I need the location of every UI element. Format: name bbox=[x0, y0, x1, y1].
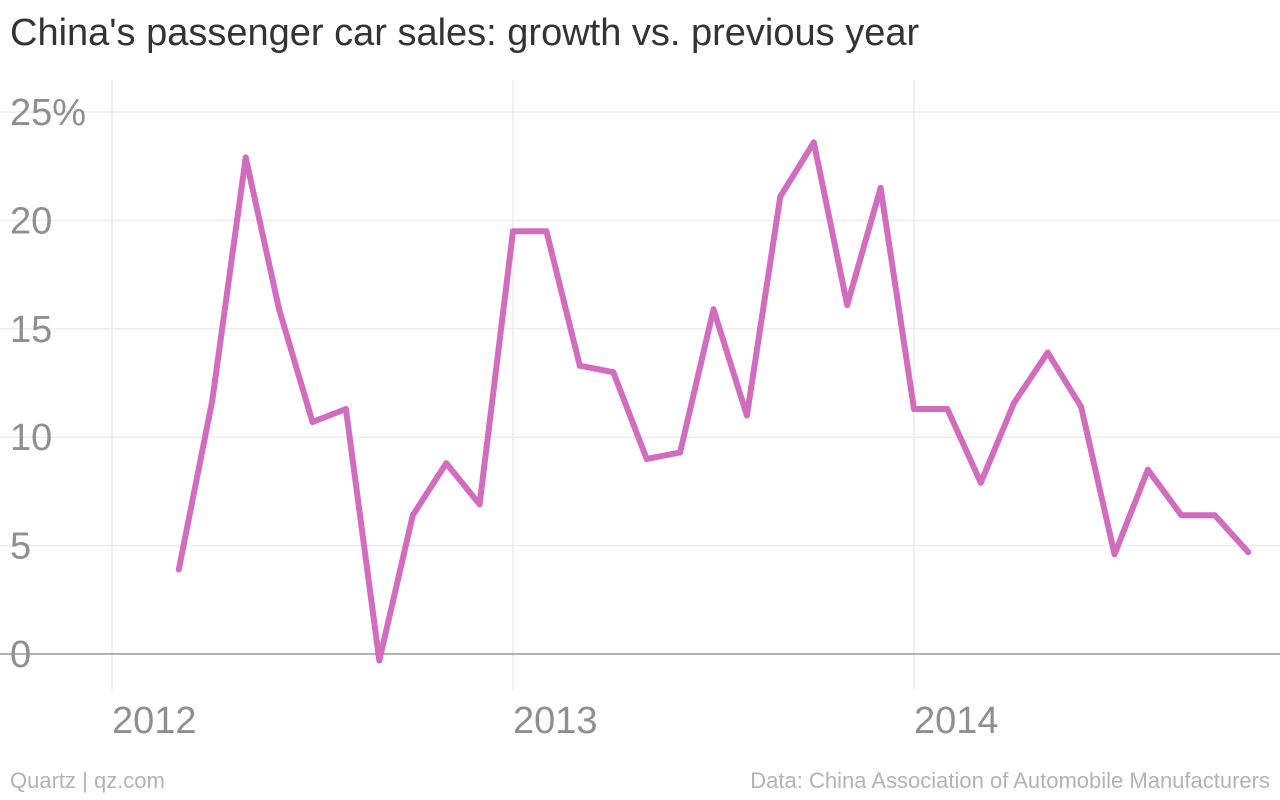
data-point bbox=[175, 566, 182, 573]
data-point bbox=[610, 369, 617, 376]
data-point bbox=[443, 460, 450, 467]
data-point bbox=[710, 306, 717, 313]
data-point bbox=[1078, 403, 1085, 410]
data-point bbox=[376, 657, 383, 664]
grid-lines bbox=[0, 80, 1280, 690]
data-point bbox=[677, 449, 684, 456]
data-point bbox=[810, 139, 817, 146]
y-tick-label: 0 bbox=[10, 634, 31, 676]
series-layer bbox=[175, 139, 1252, 664]
data-point bbox=[242, 154, 249, 161]
x-tick-label: 2014 bbox=[914, 700, 999, 742]
x-tick-label: 2013 bbox=[513, 700, 598, 742]
data-point bbox=[1011, 399, 1018, 406]
data-point bbox=[543, 228, 550, 235]
data-point bbox=[1178, 512, 1185, 519]
data-point bbox=[309, 419, 316, 425]
data-point bbox=[844, 302, 851, 308]
data-point bbox=[276, 306, 283, 313]
data-point bbox=[1245, 549, 1252, 556]
x-tick-label: 2012 bbox=[112, 700, 197, 742]
data-point bbox=[576, 362, 583, 369]
data-point bbox=[1111, 551, 1118, 558]
y-tick-label: 5 bbox=[10, 526, 31, 568]
y-tick-label: 25% bbox=[10, 92, 86, 134]
data-point bbox=[1211, 512, 1218, 519]
y-tick-label: 15 bbox=[10, 309, 52, 351]
data-point bbox=[743, 412, 750, 419]
data-point bbox=[476, 501, 483, 508]
data-point bbox=[510, 228, 516, 235]
data-point bbox=[409, 512, 416, 519]
tick-labels: 0 5 10 15 20 25% 2012 2013 2014 bbox=[10, 92, 999, 742]
credit-source-left: Quartz | qz.com bbox=[10, 768, 165, 793]
data-point bbox=[777, 193, 784, 200]
chart-title: China's passenger car sales: growth vs. … bbox=[10, 12, 920, 54]
data-point bbox=[911, 406, 917, 412]
credit-source-right: Data: China Association of Automobile Ma… bbox=[750, 768, 1270, 793]
data-point bbox=[877, 184, 884, 191]
data-point bbox=[1144, 466, 1151, 473]
data-point bbox=[209, 397, 216, 404]
data-point bbox=[643, 455, 650, 462]
y-tick-label: 10 bbox=[10, 417, 52, 459]
data-point bbox=[342, 406, 349, 412]
data-point bbox=[944, 406, 951, 412]
y-tick-label: 20 bbox=[10, 200, 52, 242]
data-point bbox=[1044, 349, 1051, 356]
data-point bbox=[977, 479, 984, 486]
